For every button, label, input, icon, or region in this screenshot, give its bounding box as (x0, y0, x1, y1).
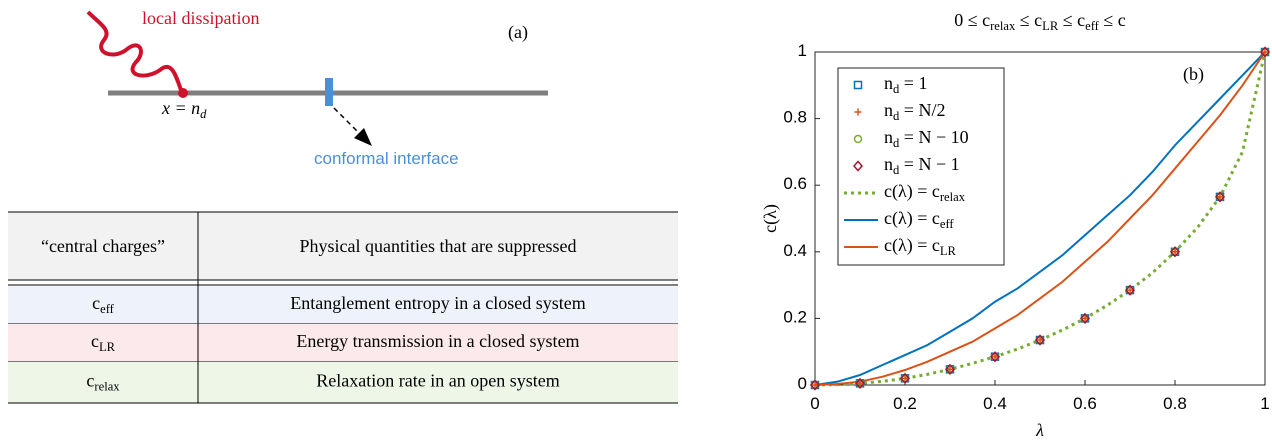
x-tick-label: 1 (1260, 394, 1269, 413)
legend-label: c(λ) = crelax​ (884, 181, 966, 204)
x-tick-label: 0.8 (1163, 394, 1187, 413)
dissipation-site (178, 88, 188, 98)
panel-label: (a) (508, 22, 528, 43)
x-tick-label: 0 (810, 394, 819, 413)
y-axis-label: c(λ) (760, 204, 781, 233)
marker (989, 351, 1001, 363)
legend-label: c(λ) = ceff​ (884, 208, 954, 231)
table: “central charges” Physical quantities tha… (8, 211, 678, 404)
marker (809, 379, 821, 391)
arrow-head (354, 128, 372, 146)
y-tick-label: 0.2 (783, 308, 807, 327)
y-tick-label: 0 (798, 374, 807, 393)
y-tick-label: 1 (798, 41, 807, 60)
marker (1169, 246, 1181, 258)
header-text: “central charges” (41, 236, 165, 256)
y-tick-label: 0.6 (783, 175, 807, 194)
marker (991, 353, 999, 361)
plot-frame (814, 51, 1266, 386)
marker (901, 374, 909, 382)
row-bg (8, 362, 678, 403)
marker (946, 365, 954, 373)
marker (899, 372, 911, 384)
marker (1216, 193, 1224, 201)
marker (854, 377, 866, 389)
cell-text: Energy transmission in a closed system (296, 331, 579, 351)
legend-label: nd​ = N − 10 (884, 127, 969, 150)
line (814, 51, 1266, 386)
marker (1126, 286, 1134, 294)
y-tick-label: 0.4 (783, 241, 807, 260)
marker (1079, 312, 1091, 325)
line (814, 51, 1266, 386)
interface-label: conformal interface (314, 149, 459, 168)
row-bg (8, 286, 678, 324)
header-text: Physical quantities that are suppressed (300, 236, 577, 256)
header-cell (8, 212, 678, 280)
chart: 0 0.2 0.4 0.6 0.8 1 0 0.2 0.4 0.6 0.8 1 0 ≤ crelax​ … (760, 10, 1271, 440)
row-bg (8, 324, 678, 362)
legend-label: nd​ = N/2 (884, 100, 945, 123)
marker (1036, 336, 1044, 344)
dissipation-wave (86, 10, 184, 94)
x-tick-label: 0.4 (983, 394, 1007, 413)
legend-label: nd​ = N − 1 (884, 154, 960, 177)
x-axis-label: λ (1035, 420, 1044, 440)
cell-text: Entanglement entropy in a closed system (290, 293, 585, 313)
arrow (333, 107, 361, 135)
legend-label: c(λ) = cLR​ (884, 235, 957, 258)
marker (944, 363, 956, 375)
marker (1124, 284, 1136, 296)
marker (1034, 334, 1046, 346)
marker (1261, 48, 1269, 56)
chart-title: 0 ≤ crelax​ ≤ cLR​ ≤ ceff​ ≤ c (954, 10, 1126, 33)
marker (856, 379, 864, 387)
cell-text: crelax​ (86, 371, 120, 394)
y-tick-label: 0.8 (783, 108, 807, 127)
dissipation-label: local dissipation (142, 8, 259, 28)
marker (811, 381, 819, 389)
legend-box (837, 67, 1005, 266)
marker (1259, 46, 1271, 58)
cell-text: ceff​ (92, 293, 115, 316)
x-tick-label: 0.6 (1073, 394, 1097, 413)
marker (854, 108, 862, 116)
marker (1214, 191, 1226, 203)
legend-label: nd​ = 1 (884, 73, 927, 96)
site-label: x = nd​ (161, 98, 207, 121)
cell-text: cLR​ (91, 331, 116, 354)
marker (852, 160, 864, 172)
marker (1171, 248, 1179, 256)
cell-text: Relaxation rate in an open system (316, 371, 559, 391)
marker (1081, 314, 1089, 322)
x-tick-label: 0.2 (893, 394, 917, 413)
marker (853, 80, 863, 90)
interface (325, 78, 333, 106)
marker (853, 134, 863, 144)
annotation: (b) (1183, 64, 1204, 85)
line (814, 51, 1267, 387)
